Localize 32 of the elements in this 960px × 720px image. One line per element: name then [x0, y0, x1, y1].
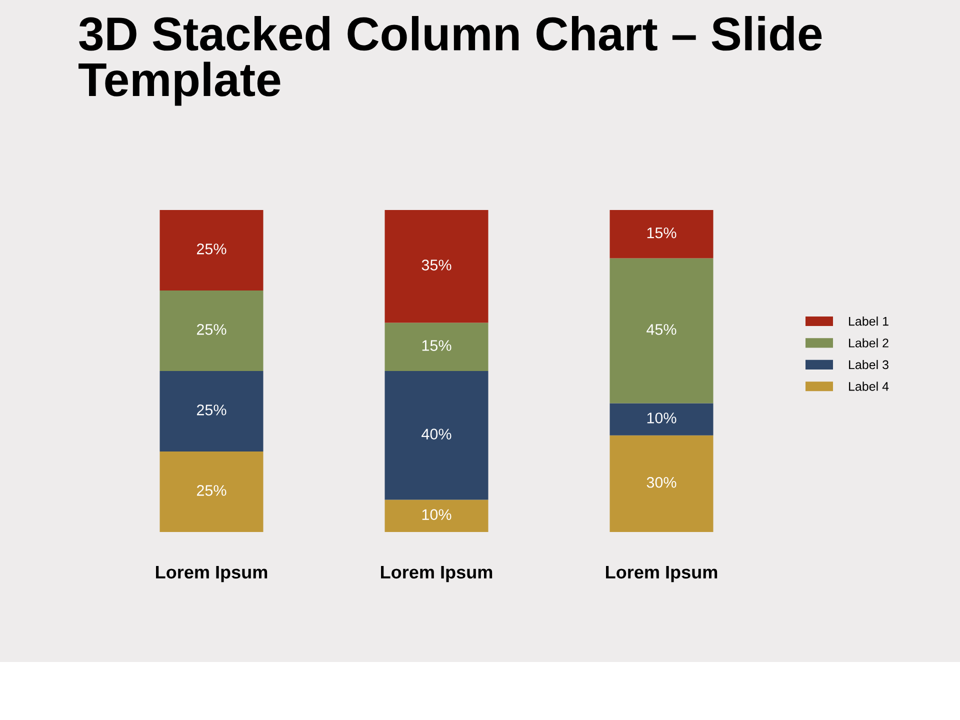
bar [610, 435, 714, 532]
data-label: 25% [196, 404, 226, 416]
bar [384, 500, 488, 532]
legend-label: Label 2 [849, 338, 888, 348]
data-label: 45% [646, 324, 676, 335]
data-label: 15% [422, 340, 452, 351]
data-label: 25% [196, 485, 226, 496]
data-label: 10% [422, 509, 452, 520]
data-label: 30% [646, 476, 676, 488]
chart-title: 3D Stacked Column Chart – Slide Template [78, 16, 822, 106]
x-tick-label: Lorem Ipsum [381, 566, 492, 582]
data-label: 25% [196, 244, 226, 254]
bar [160, 452, 264, 532]
bar [610, 210, 714, 258]
bar [610, 403, 714, 436]
data-label: 10% [647, 412, 676, 424]
data-label: 25% [196, 324, 226, 335]
x-tick-label: Lorem Ipsum [606, 566, 718, 582]
bar [384, 371, 488, 500]
legend-label: Label 4 [849, 382, 889, 391]
bar [384, 322, 488, 371]
bar [160, 371, 264, 452]
bar [384, 210, 488, 323]
bar [160, 210, 264, 290]
x-tick-label: Lorem Ipsum [156, 566, 268, 582]
data-label: 40% [422, 428, 452, 440]
data-label: 35% [422, 260, 452, 270]
legend-label: Label 1 [849, 316, 888, 326]
bar [610, 258, 714, 404]
legend-label: Label 3 [849, 360, 888, 370]
bar [160, 290, 264, 371]
data-label: 15% [647, 228, 676, 238]
